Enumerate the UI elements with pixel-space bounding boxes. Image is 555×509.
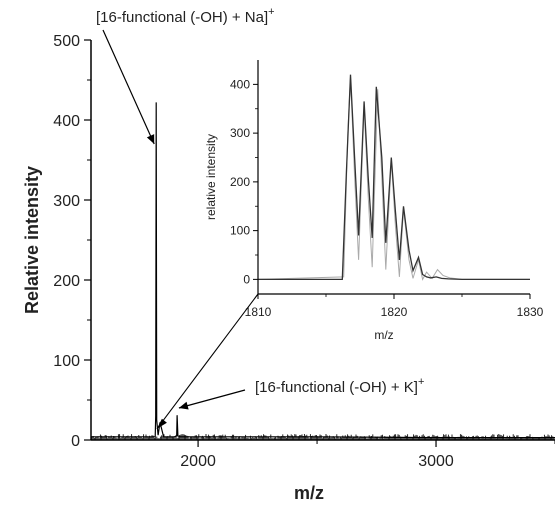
x-tick-label: 2000 bbox=[180, 453, 216, 470]
zoom-connector-head bbox=[156, 418, 167, 429]
annotation-na-adduct: [16-functional (-OH) + Na]+ bbox=[96, 6, 275, 26]
inset-y-tick-label: 100 bbox=[230, 224, 250, 238]
arrow-k-adduct-head bbox=[178, 401, 189, 410]
arrow-na-adduct-head bbox=[146, 134, 155, 144]
arrow-k-adduct bbox=[178, 389, 246, 409]
inset-x-tick-label: 1830 bbox=[517, 305, 544, 319]
zoom-connector-line bbox=[156, 293, 259, 430]
inset-y-tick-label: 0 bbox=[243, 272, 250, 286]
inset-plot: 0 100 200 300 400 1810 1820 1830 m/z relative int… bbox=[204, 60, 544, 342]
annotation-k-adduct: [16-functional (-OH) + K]+ bbox=[255, 376, 424, 396]
arrow-na-adduct bbox=[102, 29, 155, 145]
x-axis-title: m/z bbox=[294, 483, 324, 503]
y-tick-label: 400 bbox=[53, 113, 80, 130]
inset-x-tick-label: 1810 bbox=[245, 305, 272, 319]
y-tick-label: 500 bbox=[53, 33, 80, 50]
inset-y-axis-title: relative intensity bbox=[204, 134, 218, 220]
inset-trace-simulated bbox=[257, 77, 530, 281]
inset-y-tick-label: 200 bbox=[230, 175, 250, 189]
inset-y-tick-label: 400 bbox=[230, 77, 250, 91]
y-tick-label: 200 bbox=[53, 273, 80, 290]
y-tick-label: 100 bbox=[53, 353, 80, 370]
y-tick-label: 300 bbox=[53, 193, 80, 210]
x-tick-label: 3000 bbox=[418, 453, 454, 470]
inset-trace-measured bbox=[258, 74, 530, 281]
inset-y-tick-label: 300 bbox=[230, 126, 250, 140]
y-tick-label: 0 bbox=[71, 433, 80, 450]
inset-background bbox=[258, 60, 530, 294]
inset-x-tick-label: 1820 bbox=[381, 305, 408, 319]
inset-x-axis-title: m/z bbox=[374, 328, 393, 342]
spectrum-trace bbox=[91, 102, 555, 439]
y-axis-title: Relative intensity bbox=[22, 166, 42, 314]
annotations: [16-functional (-OH) + Na]+ [16-functiona… bbox=[96, 6, 424, 430]
